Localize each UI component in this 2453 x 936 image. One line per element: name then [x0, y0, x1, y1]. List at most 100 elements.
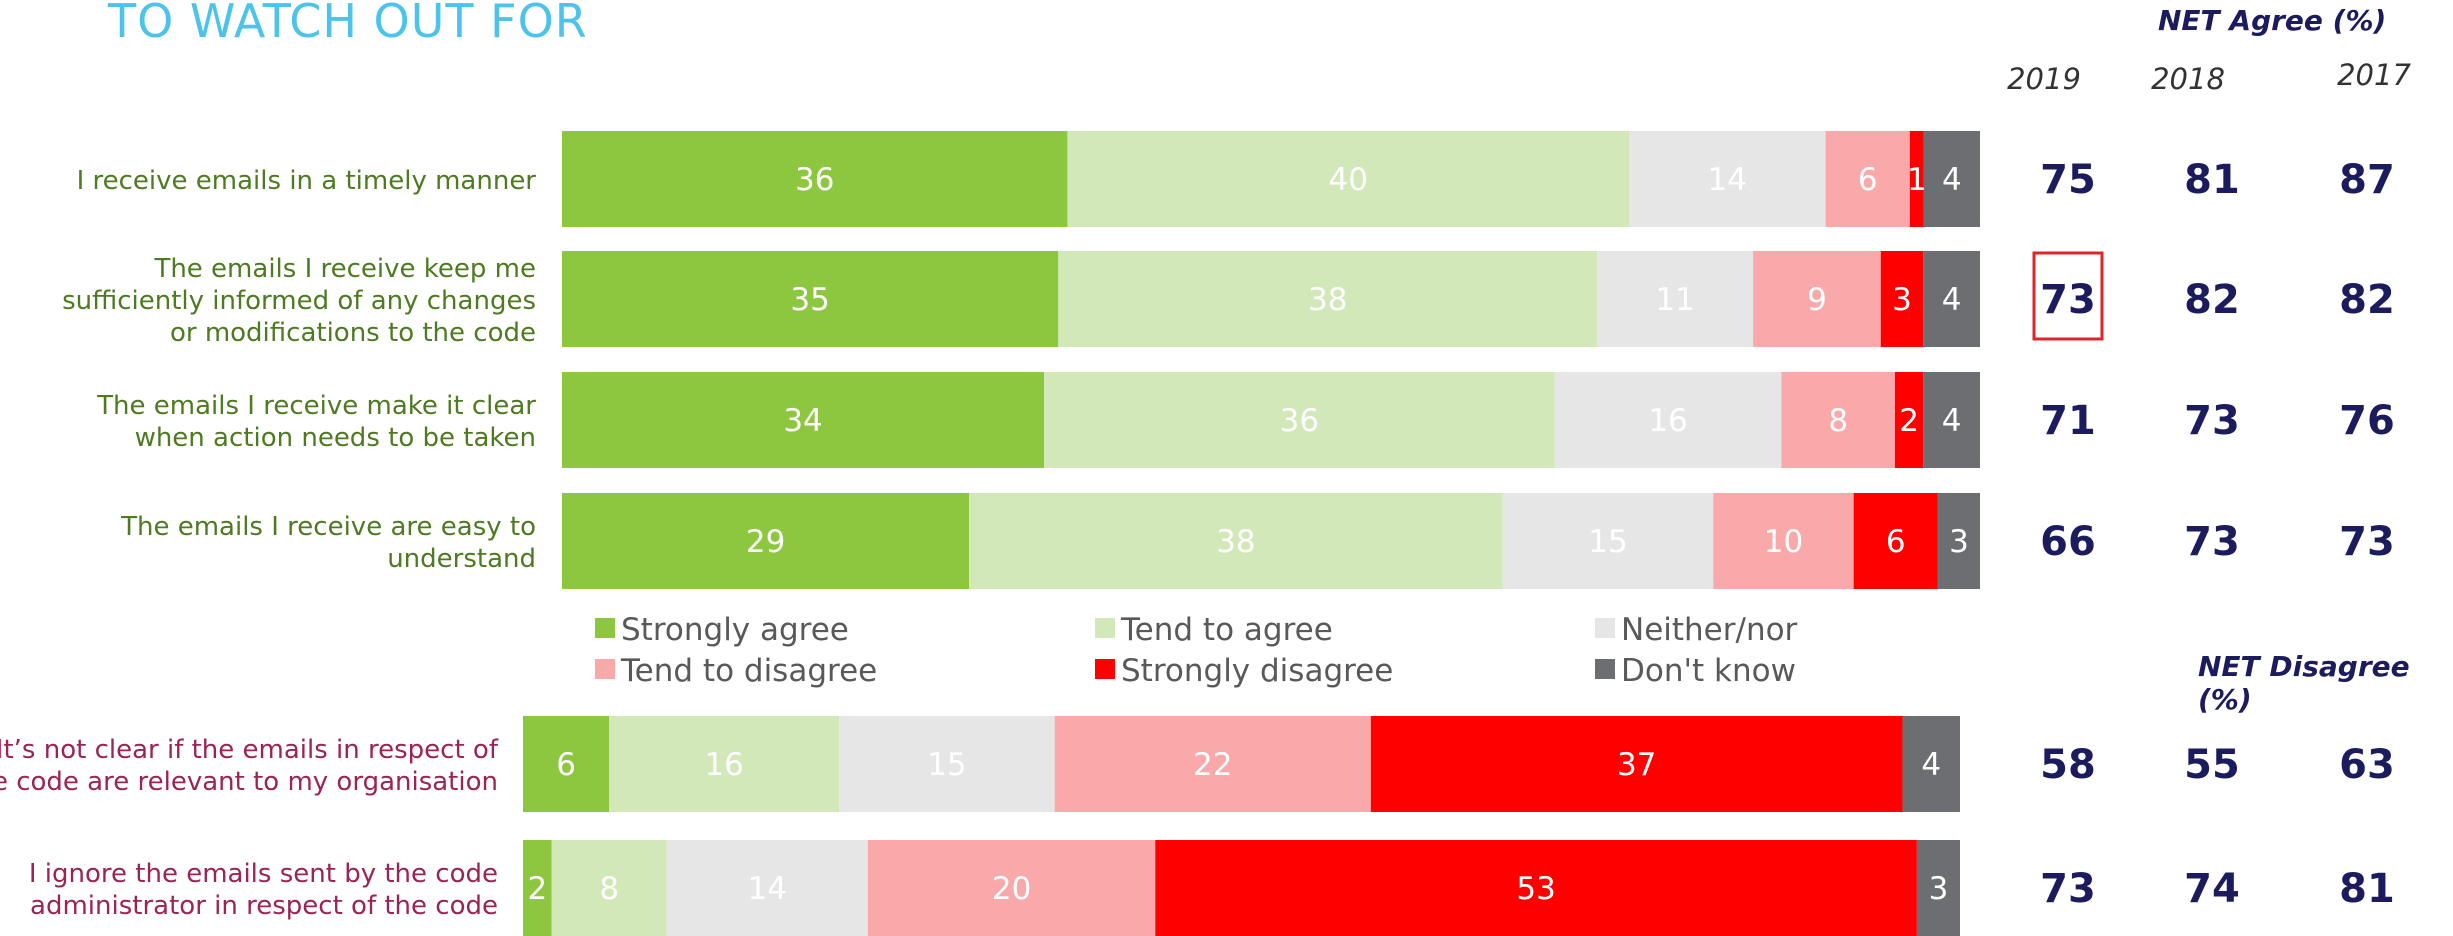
net-value-2018: 82: [2184, 277, 2240, 323]
data-label: 4: [1942, 403, 1962, 439]
bar-segment-neither-nor: [1502, 493, 1714, 589]
legend-label: Tend to disagree: [620, 653, 877, 689]
highlight-box: [2032, 251, 2104, 341]
legend-swatch: [595, 618, 615, 638]
bar-segment-strongly-disagree: [1155, 840, 1917, 936]
net-disagree-header: NET Disagree (%): [2198, 650, 2410, 716]
bar-segment-strongly-agree: [562, 251, 1059, 347]
row-label: I ignore the emails sent by the code admi…: [29, 859, 498, 921]
data-label: 16: [704, 747, 743, 783]
data-label: 35: [790, 282, 829, 318]
net-value-2019: 58: [2040, 742, 2096, 788]
net-value-2019: 75: [2040, 157, 2096, 203]
bar-segment-strongly-disagree: [1853, 493, 1938, 589]
net-value-2017: 73: [2339, 519, 2395, 565]
bar-segment-neither-nor: [1554, 372, 1782, 468]
data-label: 40: [1328, 162, 1367, 198]
year-2018-header: 2018: [2151, 62, 2225, 96]
legend-label: Tend to agree: [1120, 612, 1333, 648]
data-label: 36: [795, 162, 834, 198]
data-label: 2: [1899, 403, 1919, 439]
data-label: 38: [1216, 524, 1255, 560]
data-label: 8: [1828, 403, 1848, 439]
legend-label: Don't know: [1621, 653, 1796, 689]
bar-segment-tend-to-agree: [609, 716, 840, 812]
data-label: 53: [1516, 871, 1555, 907]
year-2017-header: 2017: [2337, 58, 2411, 92]
data-label: 8: [599, 871, 619, 907]
net-value-2018: 74: [2184, 866, 2240, 912]
data-label: 16: [1648, 403, 1687, 439]
bar-segment-tend-to-agree: [1044, 372, 1555, 468]
row-label: I receive emails in a timely manner: [77, 166, 537, 196]
net-value-2018: 55: [2184, 742, 2240, 788]
bar-segment-don-t-know: [1902, 716, 1960, 812]
bar-segment-tend-to-disagree: [1781, 372, 1895, 468]
bar-segment-neither-nor: [839, 716, 1055, 812]
bar-segment-strongly-disagree: [1909, 131, 1924, 227]
data-label: 14: [748, 871, 787, 907]
data-label: 4: [1942, 282, 1962, 318]
bar-segment-neither-nor: [1629, 131, 1826, 227]
legend-swatch: [1595, 618, 1615, 638]
legend-swatch: [1095, 659, 1115, 679]
data-label: 4: [1942, 162, 1962, 198]
net-agree-header: NET Agree (%): [2158, 4, 2387, 37]
net-value-2019: 66: [2040, 519, 2096, 565]
data-label: 1: [1907, 162, 1927, 198]
bar-segment-tend-to-agree: [1058, 251, 1598, 347]
data-label: 2: [528, 871, 548, 907]
data-label: 34: [783, 403, 822, 439]
bar-segment-strongly-agree: [562, 493, 970, 589]
row-label: The emails I receive make it clear when a…: [96, 391, 536, 453]
data-label: 6: [1886, 524, 1906, 560]
bar-segment-tend-to-agree: [1067, 131, 1630, 227]
data-label: 6: [556, 747, 576, 783]
data-label: 9: [1807, 282, 1827, 318]
legend-label: Neither/nor: [1621, 612, 1798, 648]
bar-segment-neither-nor: [666, 840, 868, 936]
net-value-2017: 76: [2339, 398, 2395, 444]
net-value-2017: 81: [2339, 866, 2395, 912]
bar-segment-tend-to-agree: [551, 840, 667, 936]
data-label: 6: [1858, 162, 1878, 198]
data-label: 20: [992, 871, 1031, 907]
bar-segment-don-t-know: [1923, 372, 1980, 468]
bar-segment-strongly-agree: [562, 131, 1068, 227]
year-2019-header: 2019: [2007, 62, 2081, 96]
net-value-2018: 73: [2184, 519, 2240, 565]
data-label: 3: [1892, 282, 1912, 318]
data-label: 15: [927, 747, 966, 783]
bar-segment-tend-to-disagree: [1054, 716, 1371, 812]
bar-segment-don-t-know: [1923, 131, 1980, 227]
bar-segment-tend-to-disagree: [1753, 251, 1881, 347]
net-value-2017: 63: [2339, 742, 2395, 788]
bar-segment-neither-nor: [1597, 251, 1754, 347]
net-value-2019: 71: [2040, 398, 2096, 444]
bar-segment-strongly-agree: [523, 716, 610, 812]
bar-segment-strongly-disagree: [1370, 716, 1903, 812]
row-label: It’s not clear if the emails in respect …: [0, 735, 499, 797]
data-label: 11: [1655, 282, 1694, 318]
legend-swatch: [1595, 659, 1615, 679]
data-label: 22: [1193, 747, 1232, 783]
data-label: 29: [746, 524, 785, 560]
bar-segment-strongly-agree: [562, 372, 1045, 468]
bar-segment-tend-to-agree: [969, 493, 1503, 589]
bar-segment-strongly-agree: [523, 840, 552, 936]
page-title: TO WATCH OUT FOR: [108, 0, 588, 48]
net-value-2017: 87: [2339, 157, 2395, 203]
data-label: 37: [1617, 747, 1656, 783]
data-label: 36: [1280, 403, 1319, 439]
net-value-2017: 82: [2339, 277, 2395, 323]
bar-segment-strongly-disagree: [1880, 251, 1924, 347]
data-label: 3: [1949, 524, 1969, 560]
bar-segment-strongly-disagree: [1894, 372, 1924, 468]
data-label: 10: [1764, 524, 1803, 560]
net-value-2018: 73: [2184, 398, 2240, 444]
data-label: 4: [1921, 747, 1941, 783]
net-value-2019: 73: [2040, 866, 2096, 912]
row-label: The emails I receive keep me sufficiently…: [62, 254, 536, 348]
data-label: 15: [1588, 524, 1627, 560]
